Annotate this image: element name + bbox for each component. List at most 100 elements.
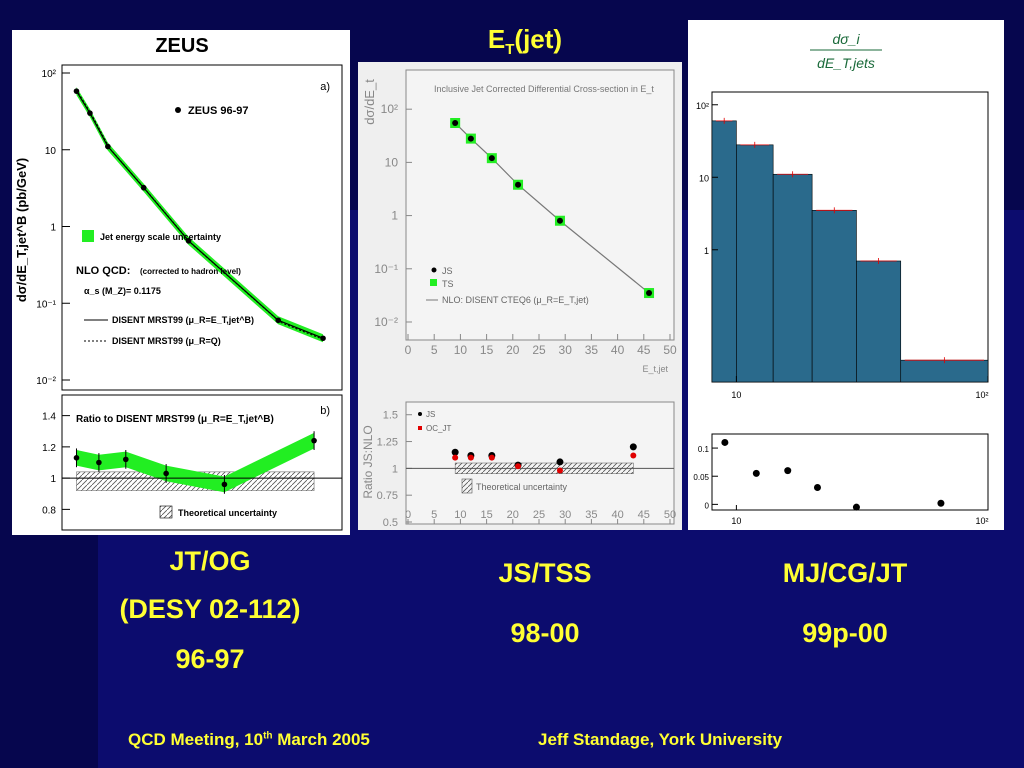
js-ratio-legend-oc-marker [418,426,422,430]
js-xtick-label: 40 [611,343,625,357]
js-ytick-label: 10⁻¹ [374,262,398,276]
js-ytick-label: 10 [385,155,399,169]
js-ratio-ytick-label: 1.25 [377,437,398,449]
js-xtick-label: 35 [585,343,599,357]
mj-hist-bin [811,210,857,383]
mj-ratio-point [937,499,945,507]
js-main-frame [405,69,675,341]
zeus-ratio-point [73,455,80,461]
zeus-panel: ZEUS 10² 10 1 10⁻¹ 10⁻² dσ/dE_T,jet^B (pb/GeV)… [12,30,350,535]
js-ratio-ytick-label: 1 [392,463,398,475]
zeus-ratio-legend-label: Theoretical uncertainty [178,508,277,518]
js-ratio-ytick-label: 0.75 [377,490,398,502]
zeus-ylabel: dσ/dE_T,jet^B (pb/GeV) [14,158,29,302]
js-ratio-xtick-label: 10 [454,509,466,521]
js-ratio-xtick-label: 40 [611,509,623,521]
mj-ratio-ytick-label: 0.1 [698,445,710,454]
zeus-nlo-dashed [78,92,326,341]
zeus-ratio-title: Ratio to DISENT MRST99 (μ_R=E_T,jet^B) [76,414,274,425]
zeus-ytick-label: 10² [42,69,57,80]
js-js-point [646,290,653,297]
zeus-panel-tag: a) [320,81,330,93]
mj-ratio-point [721,438,729,446]
js-ratio-xtick-label: 45 [638,509,650,521]
zeus-point [140,184,147,191]
js-ratio-legend-oc-label: OC_JT [426,424,451,433]
zeus-ratio-point [96,459,102,466]
zeus-point [73,88,80,94]
js-ratio-ylabel: Ratio JS:NLO [361,425,375,498]
zeus-point [320,335,326,342]
js-ratio-legend-label: Theoretical uncertainty [476,482,568,492]
zeus-jes-band [76,87,324,343]
zeus-ratio-legend-swatch [159,505,173,519]
js-xtick-label: 25 [532,343,546,357]
js-ytick-label: 10⁻² [374,315,398,329]
js-ylabel: dσ/dE_t [362,79,377,125]
js-xtick-label: 50 [663,343,677,357]
zeus-legend-nlo: NLO QCD: [76,265,130,277]
mj-hist-bin [900,359,989,383]
zeus-point [275,317,282,324]
mj-ratio-xtick-label: 10² [975,516,988,526]
js-js-point [467,135,474,142]
right-label-2: 99p-00 [802,618,888,648]
js-ratio-legend-js-label: JS [426,410,435,419]
js-ratio-js-point [629,443,637,451]
js-ratio-legend-swatch [461,478,473,494]
js-ratio-xtick-label: 20 [507,509,519,521]
js-chart: Inclusive Jet Corrected Differential Cro… [361,69,677,529]
mj-title-num: dσ_i [832,31,860,47]
js-js-point [515,181,522,188]
js-xtick-label: 0 [405,343,412,357]
js-ytick-label: 10² [381,102,398,116]
js-js-point [488,155,495,162]
js-xtick-label: 15 [480,343,494,357]
mj-ratio-xtick-label: 10 [731,516,741,526]
mj-hist-bin [711,120,737,383]
js-legend-nlo-label: NLO: DISENT CTEQ6 (μ_R=E_T,jet) [442,295,589,305]
zeus-ytick-label: 1 [50,223,56,234]
mj-title-den: dE_T,jets [817,55,875,71]
middle-label-2: 98-00 [510,618,580,648]
js-ratio-xtick-label: 50 [664,509,676,521]
zeus-ytick-label: 10⁻¹ [36,299,56,310]
zeus-legend-nlo-note: (corrected to hadron level) [140,267,241,276]
zeus-nlo-solid [75,90,324,339]
js-xtick-label: 5 [431,343,438,357]
zeus-legend-band [82,230,94,242]
zeus-ratio-point [163,470,169,477]
js-js-point [556,217,563,224]
js-ratio-oc-point [467,454,474,461]
js-main-title: Inclusive Jet Corrected Differential Cro… [434,84,654,94]
zeus-ratio-band [76,432,315,493]
zeus-ratio-point [122,456,129,463]
mj-ratio-point [852,503,860,511]
mj-hist-bin [772,173,813,383]
js-ratio-xtick-label: 15 [480,509,492,521]
mj-hist-bin [856,260,902,383]
right-label-1: MJ/CG/JT [782,558,908,588]
mj-chart: dσ_i dE_T,jets 10² 10 1 10 10² 0.1 0.05 0 10 10² [693,31,989,526]
zeus-legend-dashed-label: DISENT MRST99 (μ_R=Q) [112,336,221,346]
zeus-main-frame [61,64,343,391]
mj-ratio-frame [711,433,989,511]
zeus-ratio-ytick-label: 1.4 [42,412,56,423]
js-ratio-xtick-label: 30 [559,509,571,521]
js-ratio-oc-point [452,454,459,461]
js-ratio-xtick-label: 35 [585,509,597,521]
zeus-point [105,143,111,150]
mj-ytick-label: 10 [699,173,709,183]
zeus-ratio-tag: b) [320,405,330,417]
zeus-legend-solid-label: DISENT MRST99 (μ_R=E_T,jet^B) [112,315,254,325]
mj-ratio-ytick-label: 0 [705,501,710,510]
mj-xtick-label: 10² [975,390,988,400]
js-xtick-label: 10 [454,343,468,357]
js-ratio-oc-point [556,467,563,474]
left-label-2: (DESY 02-112) [119,594,301,624]
js-ytick-label: 1 [391,209,398,223]
mj-hist-bin [736,144,774,383]
zeus-ratio-ytick-label: 1.2 [42,443,56,454]
mj-xtick-label: 10 [731,390,741,400]
js-ratio-oc-point [630,452,637,459]
